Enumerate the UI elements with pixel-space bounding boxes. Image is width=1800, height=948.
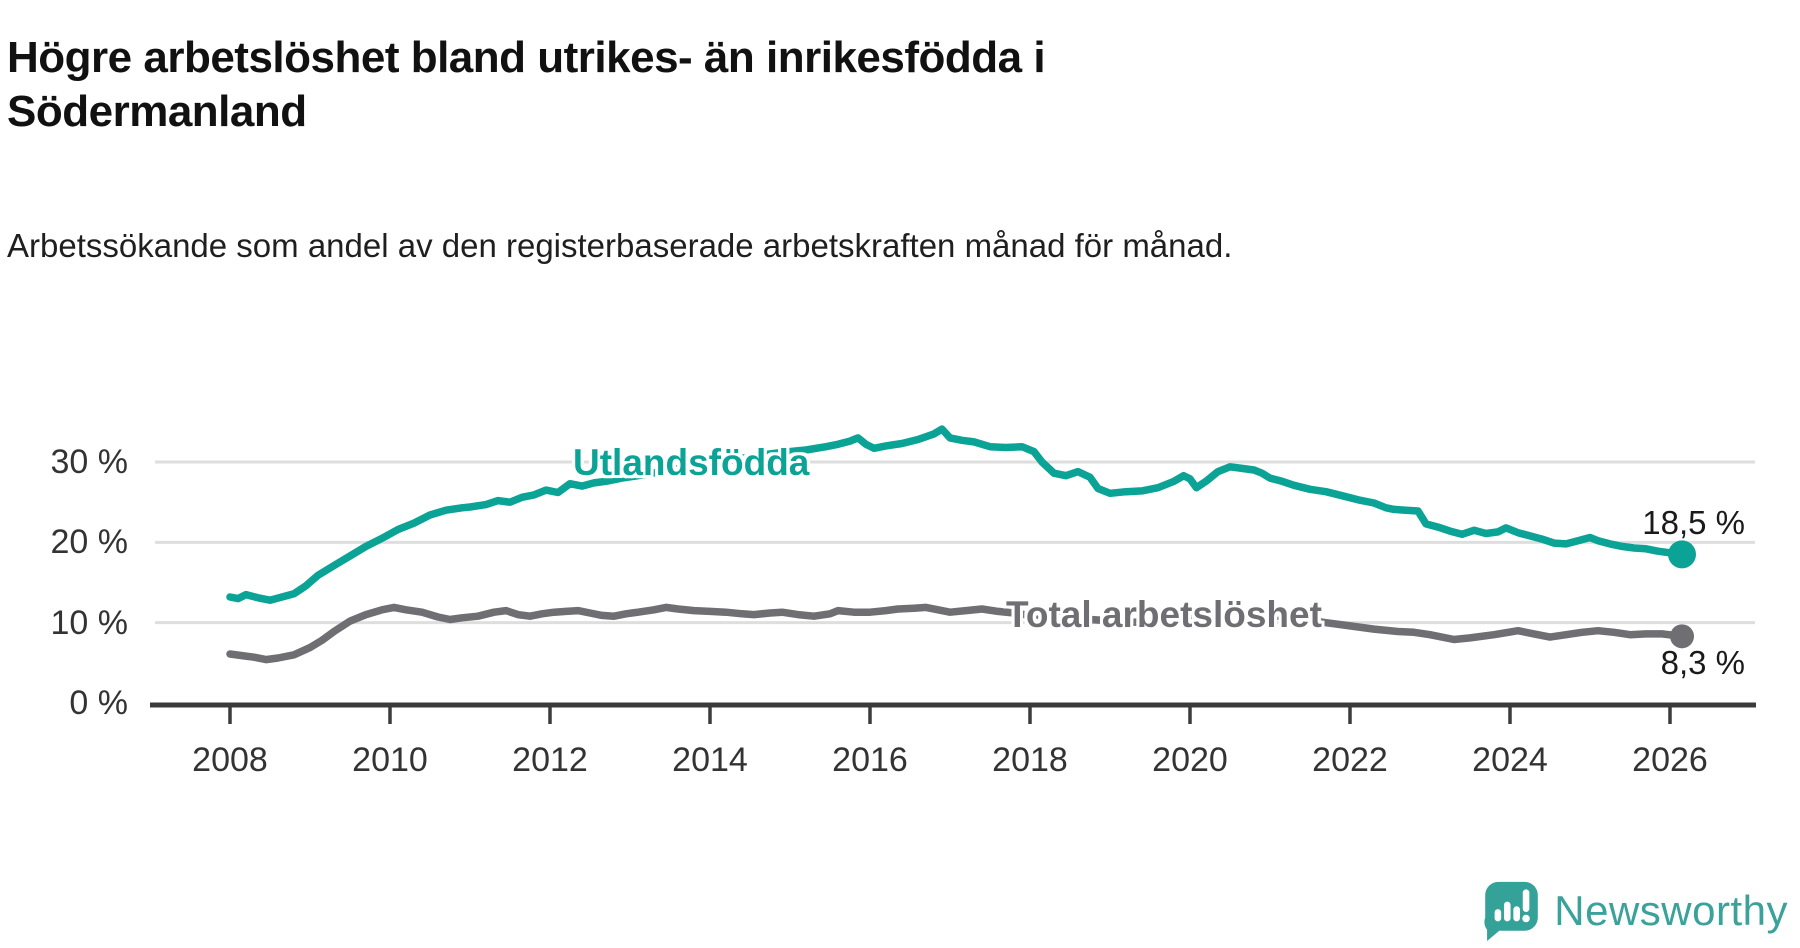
end-dot-utlandsfodda xyxy=(1668,540,1696,569)
logo-bar-1 xyxy=(1494,909,1502,922)
y-tick-label-30: 30 % xyxy=(50,443,129,481)
x-tick-label-2010: 2010 xyxy=(352,741,428,779)
x-tick-label-2026: 2026 xyxy=(1632,741,1708,779)
series-label-utlandsfodda: Utlandsfödda xyxy=(573,442,810,483)
x-tick-label-2016: 2016 xyxy=(832,741,908,779)
x-tick-label-2014: 2014 xyxy=(672,741,748,779)
x-tick-label-2020: 2020 xyxy=(1152,741,1228,779)
x-tick-label-2008: 2008 xyxy=(192,741,268,779)
x-tick-label-2024: 2024 xyxy=(1472,741,1548,779)
chart-subtitle: Arbetssökande som andel av den registerb… xyxy=(7,227,1233,264)
end-dot-total-arbetsloshet xyxy=(1670,624,1694,649)
newsworthy-speech-bubble-icon xyxy=(1484,881,1539,942)
logo-bar-2 xyxy=(1504,901,1511,922)
x-tick-label-2012: 2012 xyxy=(512,741,588,779)
y-tick-label-0: 0 % xyxy=(69,684,128,722)
y-tick-label-20: 20 % xyxy=(50,523,129,562)
newsworthy-logo: Newsworthy xyxy=(1483,880,1788,942)
end-value-label-total: 8,3 % xyxy=(1660,644,1745,681)
x-tick-label-2018: 2018 xyxy=(992,741,1068,779)
end-value-label-utlandsfodda: 18,5 % xyxy=(1642,504,1745,541)
line-utlandsfodda xyxy=(226,425,1686,604)
logo-bar-3 xyxy=(1513,906,1521,922)
line-total-arbetsloshet xyxy=(226,603,1686,664)
x-tick-label-2022: 2022 xyxy=(1312,741,1388,779)
logo-exclamation-bar xyxy=(1523,889,1530,912)
y-tick-label-10: 10 % xyxy=(50,603,129,642)
logo-exclamation-dot xyxy=(1522,914,1531,923)
series-label-total-arbetsloshet: Total arbetslöshet xyxy=(1006,594,1322,635)
page-title: Högre arbetslöshet bland utrikes- än inr… xyxy=(7,33,1046,137)
newsworthy-wordmark: Newsworthy xyxy=(1554,887,1788,934)
